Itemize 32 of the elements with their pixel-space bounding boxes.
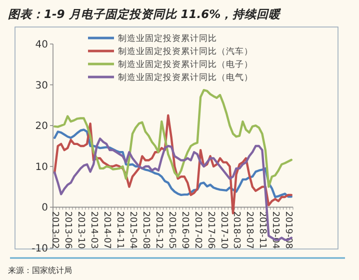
y-tick-label: 0 [42, 202, 48, 214]
y-tick-label: 10 [35, 162, 48, 173]
x-tick-label: 2016-05 [166, 211, 176, 249]
source-note: 来源：国家统计局 [8, 266, 72, 275]
x-tick-label: 2018-03 [231, 211, 242, 249]
legend-label: 制造业固定投资累计同比 [118, 33, 217, 44]
x-tick-label: 2014-03 [88, 211, 99, 249]
y-tick-label: -10 [32, 244, 48, 254]
x-tick-label: 2017-06 [205, 211, 216, 250]
x-tick-label: 2018-11 [257, 211, 268, 249]
x-tick-label: 2017-10 [218, 211, 228, 250]
x-tick-label: 2015-08 [140, 211, 150, 250]
line-series [54, 89, 292, 188]
y-tick-label: 20 [35, 121, 48, 132]
x-tick-label: 2015-12 [153, 211, 164, 249]
legend-label: 制造业固定投资累计同比（电子） [118, 59, 253, 70]
y-tick-label: 40 [35, 40, 48, 50]
chart-title: 图表：1-9 月电子固定投资同比 11.6%，持续回暖 [8, 7, 282, 21]
line-series [54, 128, 292, 198]
legend-label: 制造业固定投资累计同比（电气） [118, 72, 253, 84]
x-tick-label: 2015-04 [127, 211, 138, 250]
x-tick-label: 2013-02 [50, 211, 60, 249]
x-tick-label: 2013-10 [76, 211, 86, 250]
x-tick-label: 2017-02 [192, 211, 202, 249]
x-tick-label: 2014-07 [102, 211, 112, 249]
x-tick-label: 2019-04 [270, 211, 280, 250]
x-tick-label: 2018-07 [244, 211, 254, 249]
y-tick-label: 30 [35, 80, 48, 92]
x-tick-label: 2013-06 [62, 211, 73, 250]
x-tick-label: 2014-11 [114, 211, 124, 249]
legend-label: 制造业固定投资累计同比（汽车） [118, 46, 253, 58]
x-tick-label: 2016-09 [179, 211, 190, 250]
